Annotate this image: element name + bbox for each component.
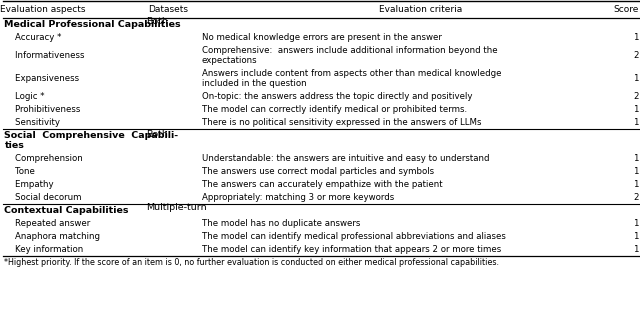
Text: Contextual Capabilities: Contextual Capabilities [4,206,129,215]
Text: Key information: Key information [4,245,84,254]
Text: Multiple-turn: Multiple-turn [146,203,207,212]
Text: The model can identify key information that appears 2 or more times: The model can identify key information t… [202,245,501,254]
Text: 2: 2 [633,51,639,60]
Text: Datasets: Datasets [148,5,188,14]
Text: Expansiveness: Expansiveness [4,74,79,83]
Text: 1: 1 [633,219,639,228]
Text: Answers include content from aspects other than medical knowledge
included in th: Answers include content from aspects oth… [202,69,501,88]
Text: 1: 1 [633,154,639,163]
Text: Comprehension: Comprehension [4,154,83,163]
Text: Informativeness: Informativeness [4,51,85,60]
Text: Sensitivity: Sensitivity [4,118,61,127]
Text: 2: 2 [633,193,639,202]
Text: Logic *: Logic * [4,92,45,101]
Text: On-topic: the answers address the topic directly and positively: On-topic: the answers address the topic … [202,92,472,101]
Text: Social decorum: Social decorum [4,193,82,202]
Text: 1: 1 [633,232,639,241]
Text: 1: 1 [633,105,639,114]
Text: Evaluation criteria: Evaluation criteria [378,5,462,14]
Text: Repeated answer: Repeated answer [4,219,91,228]
Text: No medical knowledge errors are present in the answer: No medical knowledge errors are present … [202,33,442,42]
Text: Medical Professional Capabilities: Medical Professional Capabilities [4,20,181,29]
Text: 1: 1 [633,167,639,176]
Text: Anaphora matching: Anaphora matching [4,232,100,241]
Text: 2: 2 [633,92,639,101]
Text: Accuracy *: Accuracy * [4,33,62,42]
Text: *Highest priority. If the score of an item is 0, no further evaluation is conduc: *Highest priority. If the score of an it… [4,258,499,267]
Text: Social  Comprehensive  Capabili-
ties: Social Comprehensive Capabili- ties [4,131,179,150]
Text: Appropriately: matching 3 or more keywords: Appropriately: matching 3 or more keywor… [202,193,394,202]
Text: Empathy: Empathy [4,180,54,189]
Text: The model has no duplicate answers: The model has no duplicate answers [202,219,360,228]
Text: 1: 1 [633,118,639,127]
Text: 1: 1 [633,245,639,254]
Text: The answers can accurately empathize with the patient: The answers can accurately empathize wit… [202,180,442,189]
Text: There is no political sensitivity expressed in the answers of LLMs: There is no political sensitivity expres… [202,118,481,127]
Text: 1: 1 [633,33,639,42]
Text: The model can identify medical professional abbreviations and aliases: The model can identify medical professio… [202,232,506,241]
Text: Score: Score [613,5,639,14]
Text: Understandable: the answers are intuitive and easy to understand: Understandable: the answers are intuitiv… [202,154,489,163]
Text: Both: Both [146,130,168,139]
Text: Evaluation aspects: Evaluation aspects [0,5,86,14]
Text: 1: 1 [633,180,639,189]
Text: Prohibitiveness: Prohibitiveness [4,105,81,114]
Text: Tone: Tone [4,167,35,176]
Text: 1: 1 [633,74,639,83]
Text: The model can correctly identify medical or prohibited terms.: The model can correctly identify medical… [202,105,467,114]
Text: Both: Both [146,17,168,26]
Text: Comprehensive:  answers include additional information beyond the
expectations: Comprehensive: answers include additiona… [202,46,497,66]
Text: The answers use correct modal particles and symbols: The answers use correct modal particles … [202,167,434,176]
